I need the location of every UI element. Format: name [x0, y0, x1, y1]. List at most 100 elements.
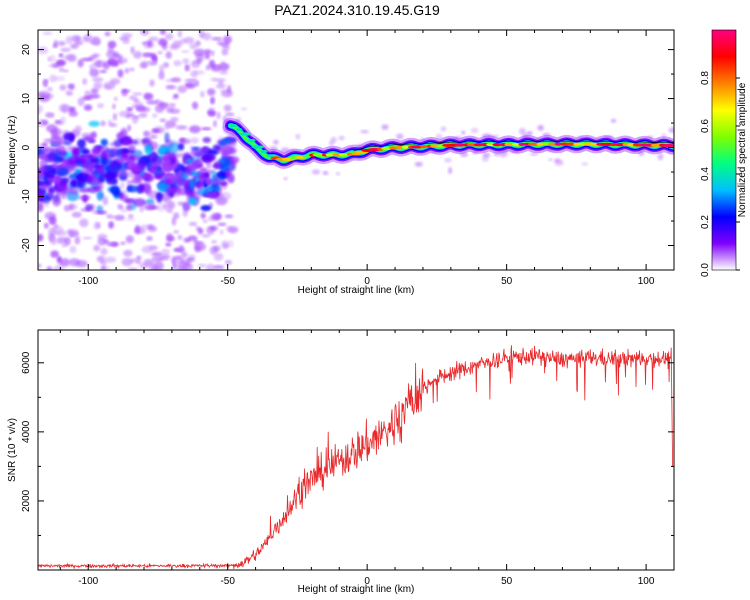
- noise-cell: [126, 107, 133, 112]
- noise-band-cell: [91, 158, 100, 163]
- snr-x-ticks: -100 -50 0 50 100: [59, 330, 675, 587]
- noise-cell: [132, 92, 143, 96]
- noise-cell: [168, 103, 176, 108]
- noise-cell: [197, 264, 207, 268]
- noise-cell: [45, 112, 55, 118]
- colorbar-ticks: 0.0 0.2 0.4 0.6 0.8: [700, 71, 740, 277]
- noise-cell: [121, 88, 128, 97]
- noise-cell: [64, 236, 71, 246]
- noise-cell: [181, 50, 190, 54]
- ridge-halo-cell: [335, 172, 341, 176]
- noise-cell: [212, 265, 225, 269]
- noise-band-cell: [124, 198, 135, 204]
- noise-cell: [139, 62, 148, 69]
- noise-cell: [114, 214, 125, 221]
- snr-y-label: SNR (10 * v/v): [7, 418, 18, 482]
- noise-cell: [163, 62, 170, 68]
- noise-band-cell: [110, 185, 121, 195]
- noise-cell: [146, 236, 153, 241]
- noise-band-cell: [38, 154, 50, 159]
- noise-cell: [108, 221, 114, 229]
- noise-cell: [173, 255, 183, 260]
- noise-band-cell: [55, 175, 61, 185]
- ridge-halo-cell: [328, 140, 334, 147]
- noise-band-cell: [141, 138, 150, 144]
- noise-band-cell: [197, 172, 207, 182]
- noise-cell: [54, 120, 62, 124]
- noise-band-cell: [132, 175, 141, 184]
- noise-cell: [47, 93, 54, 99]
- noise-cell: [82, 96, 92, 101]
- noise-cell: [148, 36, 159, 42]
- ridge-core-cell: [266, 154, 274, 158]
- ridge-halo-cell: [381, 124, 389, 130]
- noise-band-cell: [200, 205, 212, 212]
- noise-cell: [44, 222, 49, 229]
- noise-cell: [219, 192, 232, 201]
- noise-cell: [42, 31, 53, 35]
- colorbar: 0.0 0.2 0.4 0.6 0.8 Normalized spectral ampl…: [700, 29, 748, 277]
- noise-cell: [165, 84, 176, 90]
- noise-band-cell: [43, 165, 55, 171]
- ridge-halo-cell: [470, 127, 479, 134]
- noise-cell: [138, 112, 148, 118]
- noise-cell: [132, 116, 139, 124]
- noise-band-cell: [90, 131, 97, 139]
- ridge-core-cell: [518, 142, 525, 146]
- noise-band-cell: [168, 191, 175, 198]
- noise-band-cell: [107, 168, 119, 178]
- snr-frame: [37, 329, 675, 571]
- noise-cell: [47, 87, 53, 92]
- noise-cell: [93, 81, 103, 90]
- noise-cell: [106, 213, 113, 219]
- ridge-halo-cell: [461, 130, 466, 135]
- noise-cell: [56, 58, 66, 67]
- noise-cell: [59, 84, 67, 91]
- spectrogram-y-label: Frequency (Hz): [7, 116, 18, 185]
- ridge-core-cell: [240, 132, 251, 136]
- ridge-core-cell: [260, 149, 268, 154]
- ridge-halo-cell: [554, 158, 561, 163]
- spectrogram-x-label: Height of straight line (km): [298, 285, 415, 296]
- ridge-core-cell: [251, 145, 265, 149]
- noise-cell: [103, 239, 110, 244]
- x-tick-label: -50: [220, 276, 235, 287]
- noise-cell: [200, 212, 206, 219]
- ridge-core-cell: [548, 142, 557, 146]
- noise-cell: [112, 51, 120, 58]
- noise-cell: [180, 258, 186, 265]
- noise-band-cell: [120, 127, 128, 138]
- noise-band-cell: [144, 144, 153, 155]
- ridge-core-cell: [236, 128, 243, 132]
- noise-cell: [220, 240, 230, 249]
- noise-band-cell: [189, 171, 201, 176]
- noise-band-cell: [82, 194, 89, 203]
- noise-band-cell: [190, 149, 203, 157]
- spectrogram-ridge: [222, 117, 674, 169]
- noise-band-cell: [182, 167, 191, 173]
- noise-cell: [128, 95, 138, 100]
- noise-cell: [71, 35, 81, 43]
- noise-band-cell: [153, 174, 163, 180]
- ridge-core-cell: [492, 143, 502, 147]
- noise-cell: [140, 224, 149, 229]
- noise-cell: [177, 85, 188, 93]
- noise-cell: [221, 48, 229, 56]
- noise-cell: [89, 68, 100, 77]
- noise-band-cell: [113, 139, 123, 147]
- noise-band-cell: [96, 190, 104, 201]
- noise-band-cell: [82, 149, 91, 155]
- noise-cell: [62, 105, 68, 114]
- noise-cell: [60, 47, 71, 53]
- ridge-halo-cell: [537, 124, 544, 131]
- noise-cell: [59, 258, 70, 267]
- noise-cell: [159, 64, 165, 73]
- noise-cell: [74, 236, 81, 245]
- noise-cell: [210, 96, 215, 105]
- noise-cell: [142, 52, 154, 58]
- noise-cell: [177, 30, 183, 38]
- noise-band-cell: [156, 192, 163, 203]
- noise-band-cell: [38, 190, 44, 200]
- noise-cell: [228, 239, 234, 248]
